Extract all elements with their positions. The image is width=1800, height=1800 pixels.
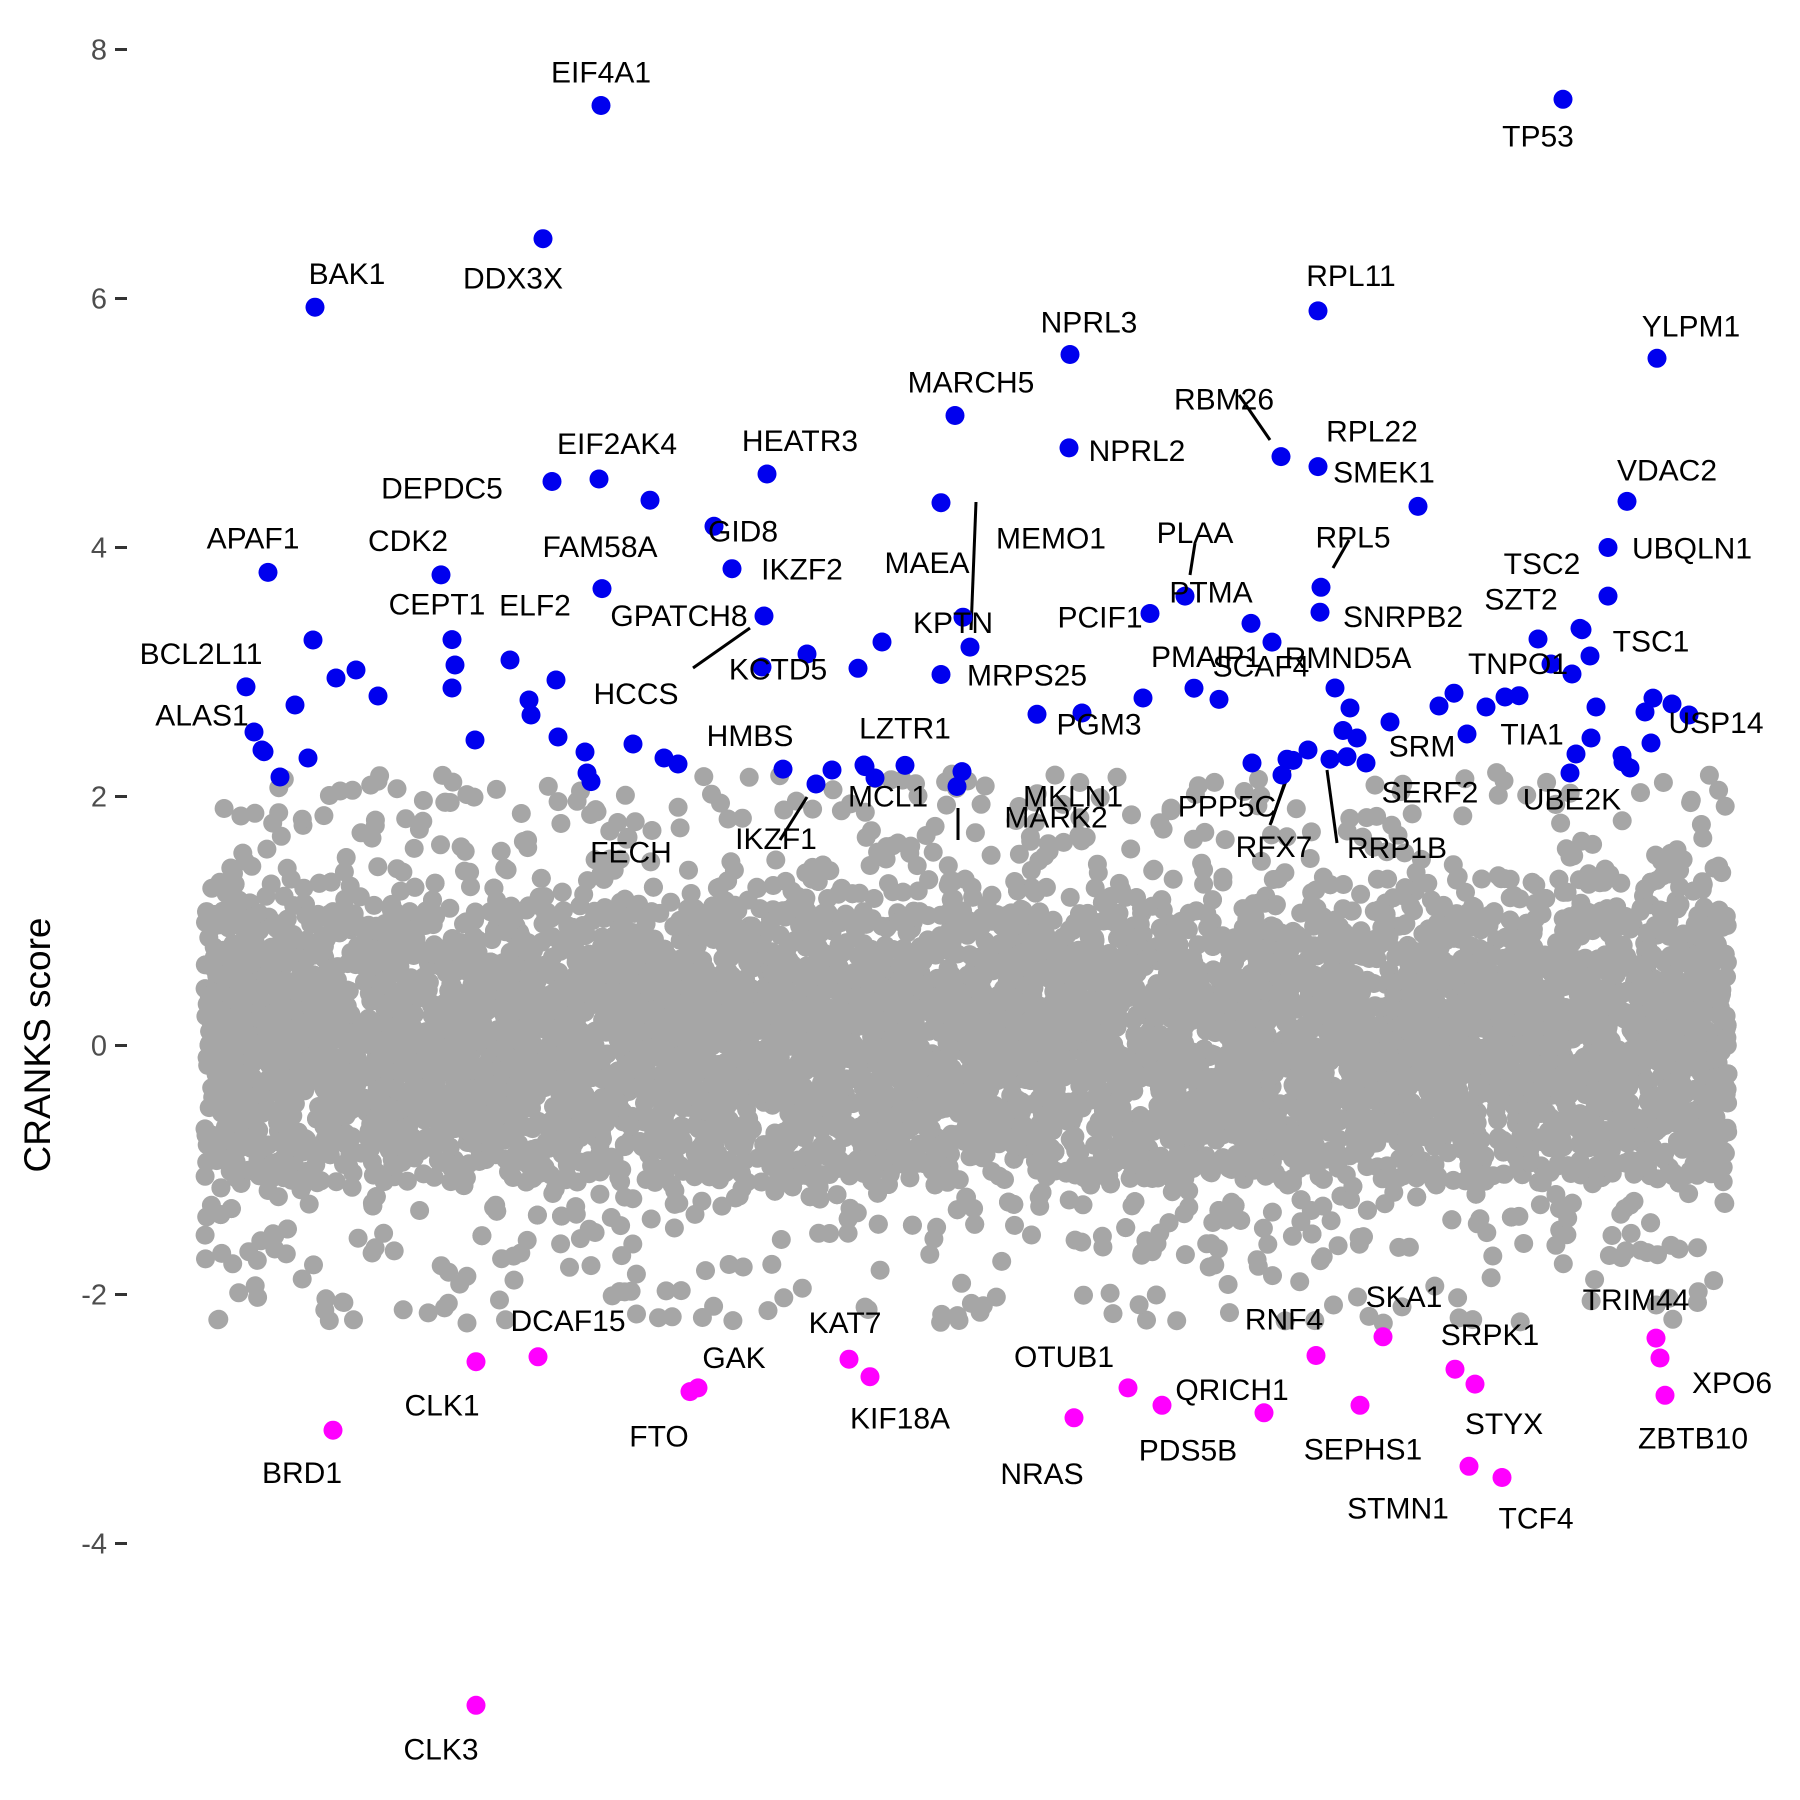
background-point xyxy=(1005,1215,1024,1235)
background-point xyxy=(296,930,316,950)
background-point xyxy=(1407,1187,1427,1207)
background-point xyxy=(1060,887,1080,907)
background-point xyxy=(685,1204,705,1224)
background-point xyxy=(747,877,767,897)
background-point xyxy=(1714,1192,1734,1212)
background-point xyxy=(197,1207,217,1227)
background-point xyxy=(1351,884,1371,904)
background-point xyxy=(840,1198,860,1218)
background-point xyxy=(1262,1202,1282,1222)
background-point xyxy=(391,881,411,901)
background-point xyxy=(1030,1196,1050,1216)
background-point xyxy=(256,886,276,906)
background-point xyxy=(893,882,913,902)
background-point xyxy=(484,878,504,898)
background-point xyxy=(299,1194,319,1214)
background-points xyxy=(195,763,1738,1333)
background-point xyxy=(623,1189,643,1209)
background-point xyxy=(1282,1226,1302,1246)
background-point xyxy=(274,886,294,906)
background-point xyxy=(1641,1213,1661,1233)
background-point xyxy=(552,882,572,902)
background-point xyxy=(999,1192,1018,1212)
background-point xyxy=(820,1224,840,1243)
background-point xyxy=(590,1184,610,1204)
background-point xyxy=(211,1178,231,1198)
background-point xyxy=(1467,1214,1487,1234)
background-point xyxy=(611,1216,631,1236)
background-point xyxy=(1442,1210,1462,1230)
background-point xyxy=(364,895,384,915)
background-point xyxy=(410,1201,430,1220)
background-point xyxy=(1266,896,1285,916)
background-point xyxy=(1059,1190,1079,1210)
background-point xyxy=(1302,883,1322,903)
background-point xyxy=(664,1218,684,1238)
background-point xyxy=(440,898,460,918)
background-point xyxy=(643,877,663,897)
background-point xyxy=(1500,888,1520,908)
background-point xyxy=(1522,872,1542,892)
background-point xyxy=(1321,1211,1341,1231)
background-point xyxy=(566,1204,586,1224)
background-point xyxy=(641,1209,661,1229)
background-point xyxy=(461,877,480,897)
background-point xyxy=(195,1225,215,1245)
background-point xyxy=(763,876,783,895)
background-point xyxy=(1611,1204,1631,1224)
background-point xyxy=(1097,910,1117,930)
background-point xyxy=(864,889,884,908)
background-point xyxy=(1253,1218,1273,1238)
background-point xyxy=(1530,1195,1550,1215)
background-point xyxy=(1683,881,1703,901)
background-point xyxy=(342,1177,362,1197)
background-point xyxy=(642,902,662,922)
background-point xyxy=(1333,875,1353,894)
